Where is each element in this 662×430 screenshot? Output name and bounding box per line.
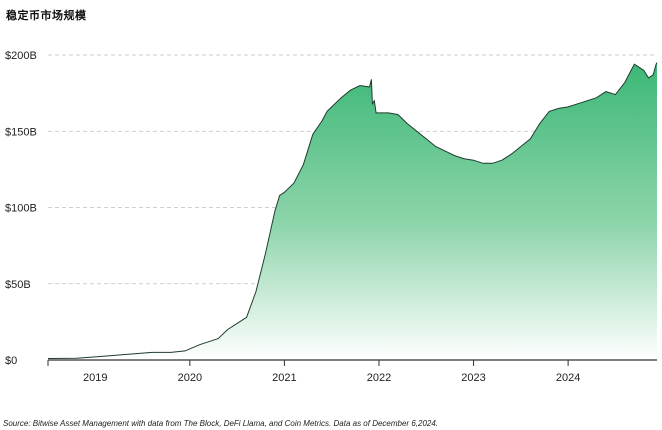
x-axis [47, 359, 657, 366]
y-tick-label: $150B [5, 126, 37, 138]
x-tick-label: 2019 [83, 372, 107, 384]
y-axis-ticks: $0 $50B $100B $150B $200B [5, 50, 37, 367]
x-tick-label: 2024 [556, 372, 580, 384]
x-tick-label: 2021 [272, 372, 296, 384]
y-tick-label: $100B [5, 203, 37, 215]
source-note: Source: Bitwise Asset Management with da… [3, 419, 439, 428]
y-tick-label: $50B [5, 279, 31, 291]
x-axis-ticks: 2019 2020 2021 2022 2023 2024 [83, 372, 580, 384]
y-tick-label: $0 [5, 355, 17, 367]
x-tick-label: 2020 [178, 372, 202, 384]
area-fill [48, 62, 657, 360]
x-tick-label: 2023 [461, 372, 485, 384]
x-tick-label: 2022 [367, 372, 391, 384]
area-series [47, 62, 658, 360]
series-line [47, 62, 658, 359]
y-tick-label: $200B [5, 50, 37, 62]
chart-title: 稳定币市场规模 [6, 9, 87, 22]
